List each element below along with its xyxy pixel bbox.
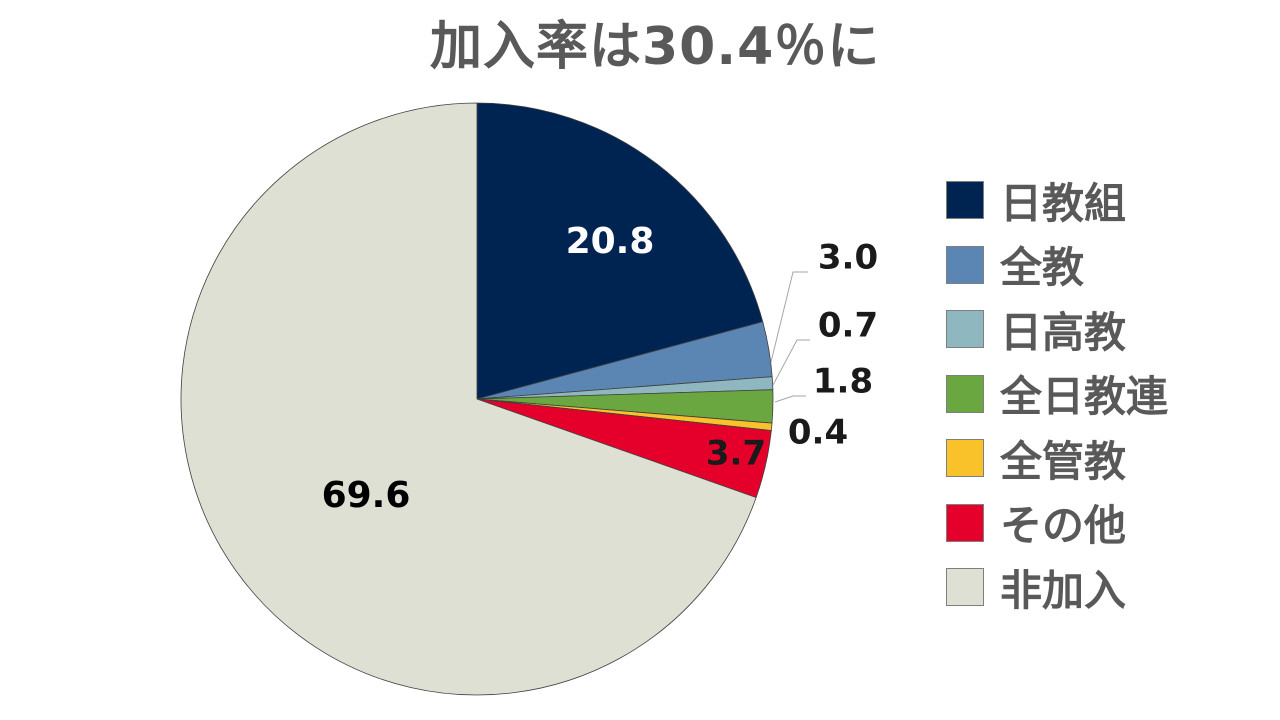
data-label-1: 20.8 bbox=[566, 221, 655, 262]
pie-slice-7 bbox=[180, 102, 757, 696]
legend-item: 日高教 bbox=[946, 297, 1266, 362]
legend-swatch bbox=[946, 181, 984, 220]
legend-item: その他 bbox=[946, 491, 1266, 556]
leader-line-4 bbox=[774, 395, 806, 403]
data-label-6: 3.7 bbox=[706, 434, 766, 474]
legend: 日教組全教日高教全日教連全管教その他非加入 bbox=[946, 168, 1266, 620]
legend-item: 非加入 bbox=[946, 555, 1266, 620]
legend-label: 日教組 bbox=[1000, 178, 1127, 228]
data-label-3: 0.7 bbox=[818, 306, 878, 346]
data-labels: 20.8 3.0 0.7 1.8 0.4 3.7 69.6 bbox=[322, 221, 879, 516]
legend-swatch bbox=[946, 310, 984, 349]
pie-slices bbox=[180, 102, 774, 696]
leader-line-3 bbox=[772, 339, 810, 386]
data-label-7: 69.6 bbox=[322, 475, 411, 516]
legend-swatch bbox=[946, 503, 984, 542]
legend-item: 日教組 bbox=[946, 168, 1266, 233]
legend-item: 全日教連 bbox=[946, 362, 1266, 427]
pie-slice-1 bbox=[476, 102, 764, 400]
legend-label: 全管教 bbox=[1000, 436, 1127, 486]
legend-swatch bbox=[946, 245, 984, 284]
legend-label: 非加入 bbox=[1000, 565, 1127, 615]
legend-label: 日高教 bbox=[1000, 307, 1127, 357]
legend-item: 全管教 bbox=[946, 426, 1266, 491]
legend-label: 全教 bbox=[1000, 243, 1085, 293]
legend-swatch bbox=[946, 439, 984, 478]
leader-line-2 bbox=[770, 271, 808, 363]
legend-swatch bbox=[946, 568, 984, 607]
data-label-2: 3.0 bbox=[818, 238, 878, 278]
leader-lines bbox=[770, 271, 810, 403]
legend-label: 全日教連 bbox=[1000, 372, 1169, 422]
legend-swatch bbox=[946, 374, 984, 413]
legend-item: 全教 bbox=[946, 233, 1266, 298]
chart-title: 加入率は30.4％に bbox=[430, 17, 881, 77]
data-label-4: 1.8 bbox=[813, 362, 873, 402]
data-label-5: 0.4 bbox=[788, 413, 848, 453]
legend-label: その他 bbox=[1000, 501, 1127, 551]
